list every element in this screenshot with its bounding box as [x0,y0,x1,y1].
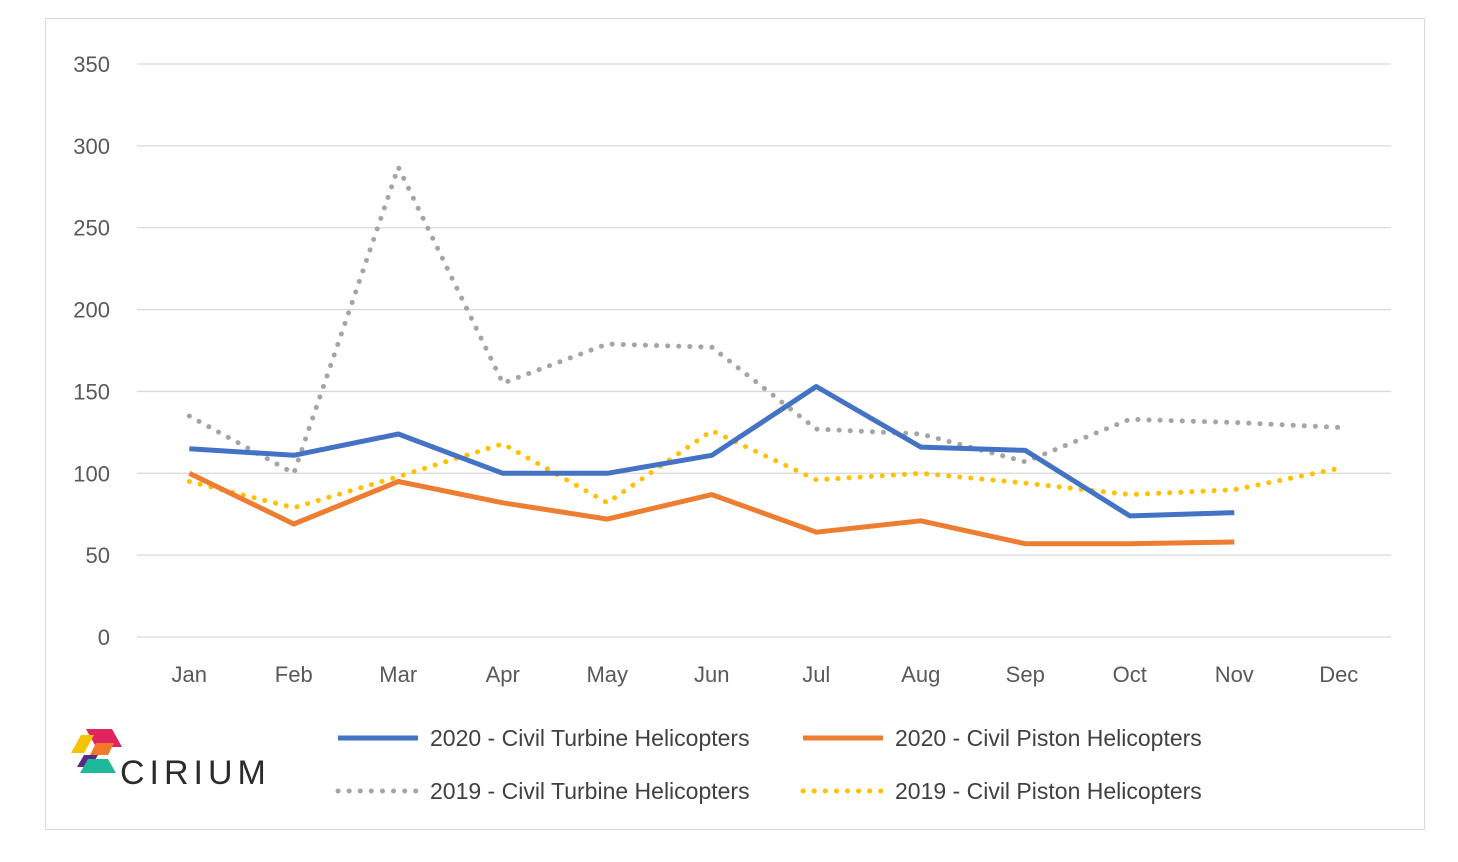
x-tick-label: Sep [1006,662,1045,687]
series-lines [186,164,1342,547]
x-tick-label: Jan [172,662,207,687]
logo-mark-yellow [71,735,94,753]
y-tick-label: 350 [73,52,110,77]
logo-text: CIRIUM [120,754,271,792]
x-tick-label: May [586,662,628,687]
x-tick-label: Jun [694,662,729,687]
x-tick-label: Feb [275,662,313,687]
y-tick-label: 250 [73,216,110,241]
legend-label: 2019 - Civil Piston Helicopters [895,778,1202,804]
logo-mark-teal [80,759,116,773]
y-tick-label: 0 [98,625,110,650]
legend-label: 2020 - Civil Piston Helicopters [895,725,1202,751]
x-tick-label: Apr [486,662,520,687]
x-tick-label: Jul [802,662,830,687]
logo-mark-pink [86,729,122,747]
y-tick-label: 300 [73,134,110,159]
cirium-logo: CIRIUM [71,729,271,792]
series-line [186,164,1342,476]
y-tick-label: 100 [73,461,110,486]
x-axis-ticks: Jan Feb Mar Apr May Jun Jul Aug Sep Oct Nov Dec [172,662,1359,687]
legend: 2020 - Civil Turbine Helicopters 2020 - C… [335,725,1202,804]
x-tick-label: Aug [901,662,940,687]
logo-mark-orange [90,743,114,755]
series-line [186,428,1342,511]
line-chart: 0 50 100 150 200 250 300 350 Jan Feb Mar Apr May Jun… [71,52,1391,804]
x-tick-label: Nov [1215,662,1254,687]
x-tick-label: Dec [1319,662,1358,687]
y-tick-label: 50 [86,543,110,568]
y-tick-label: 200 [73,298,110,323]
gridlines [137,63,1391,638]
x-tick-label: Mar [379,662,417,687]
series-line [188,471,1235,547]
y-axis-ticks: 0 50 100 150 200 250 300 350 [73,52,110,650]
legend-label: 2020 - Civil Turbine Helicopters [430,725,750,751]
chart-frame: 0 50 100 150 200 250 300 350 Jan Feb Mar Apr May Jun… [45,18,1425,830]
series-line [189,384,1235,519]
legend-label: 2019 - Civil Turbine Helicopters [430,778,750,804]
x-tick-label: Oct [1113,662,1147,687]
y-tick-label: 150 [73,379,110,404]
